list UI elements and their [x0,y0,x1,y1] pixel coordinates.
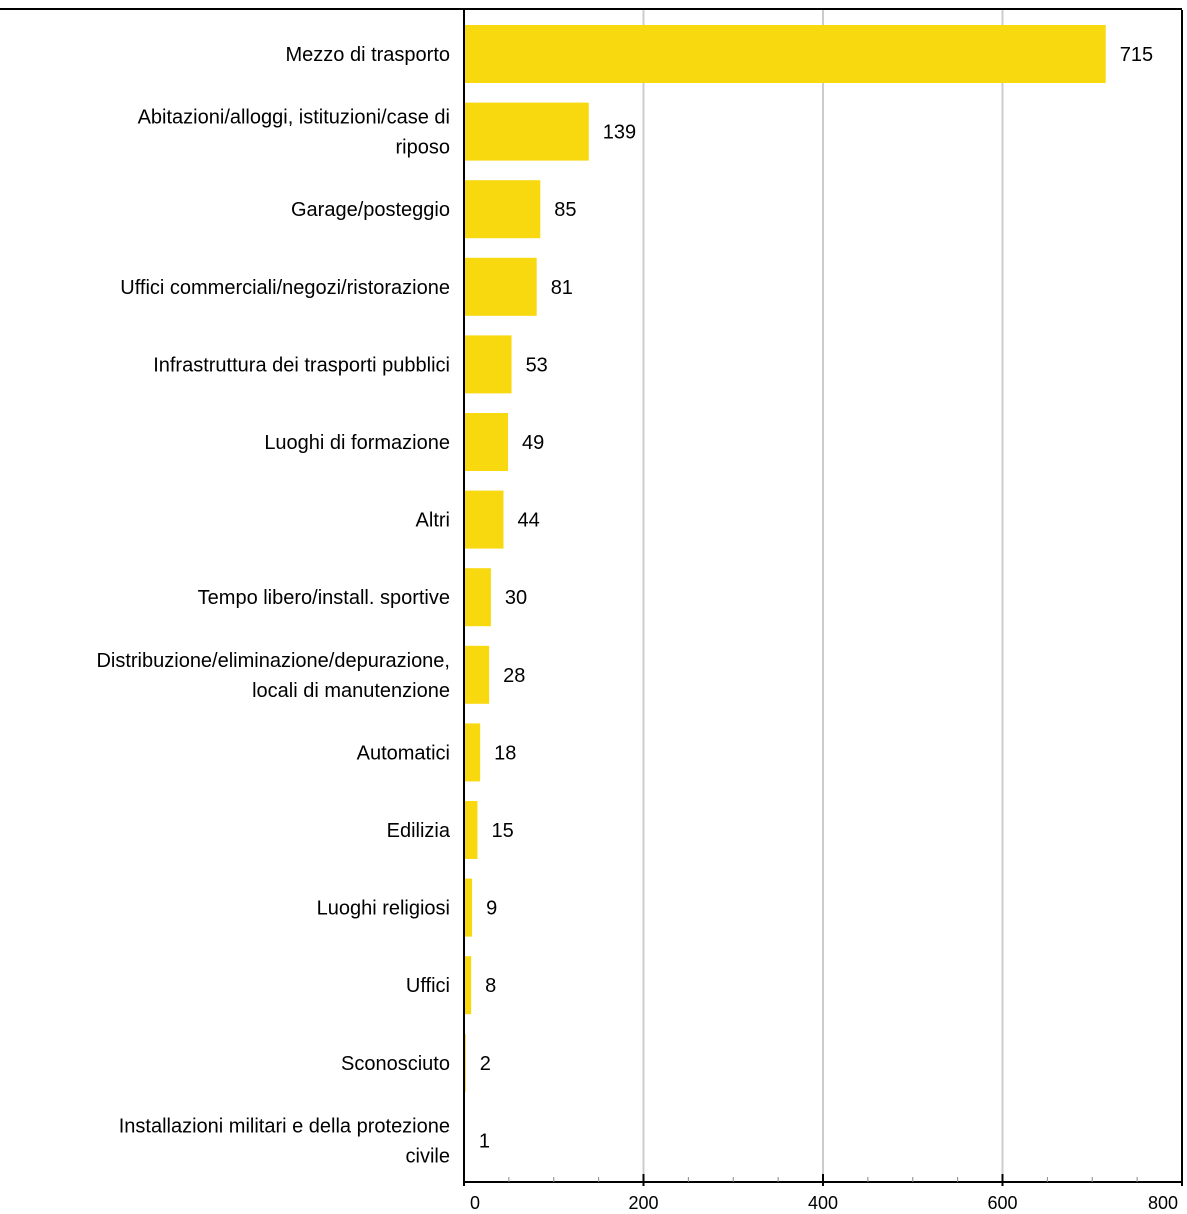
value-label-13: 2 [480,1053,491,1075]
bar-6 [464,490,504,549]
value-label-6: 44 [517,510,539,532]
axes: 0 200 400 600 800 [463,10,1183,1213]
bar-2 [464,180,541,239]
category-label-line: Installazioni militari e della protezion… [119,1115,450,1137]
value-label-7: 30 [505,587,527,609]
category-label-4: Infrastruttura dei trasporti pubblici [153,354,450,376]
category-label-line: Abitazioni/alloggi, istituzioni/case di [138,107,450,129]
value-label-14: 1 [479,1130,490,1152]
category-label-9: Automatici [357,742,450,764]
category-label-line: Automatici [357,742,450,764]
category-label-line: Altri [416,510,450,532]
bar-8 [464,645,490,704]
category-label-line: civile [406,1145,450,1167]
gridlines [642,10,1004,1182]
category-label-line: Infrastruttura dei trasporti pubblici [153,354,450,376]
bar-12 [464,956,472,1015]
value-label-1: 139 [603,122,636,144]
value-label-12: 8 [485,975,496,997]
category-label-line: Garage/posteggio [291,199,450,221]
category-label-line: Luoghi religiosi [317,898,450,920]
category-label-2: Garage/posteggio [291,199,450,221]
category-label-line: locali di manutenzione [252,680,450,702]
tick-label-800: 800 [1148,1193,1178,1213]
category-label-14: Installazioni militari e della protezion… [119,1115,450,1167]
tick-label-400: 400 [808,1193,838,1213]
category-label-line: Tempo libero/install. sportive [198,587,450,609]
value-label-3: 81 [551,277,573,299]
bar-7 [464,568,491,627]
category-label-line: riposo [396,137,450,159]
value-label-5: 49 [522,432,544,454]
category-label-line: Mezzo di trasporto [285,44,450,66]
value-label-8: 28 [503,665,525,687]
bar-1 [464,102,589,161]
category-label-13: Sconosciuto [341,1053,450,1075]
category-label-1: Abitazioni/alloggi, istituzioni/case di r… [138,107,450,159]
value-label-4: 53 [526,354,548,376]
bar-9 [464,723,481,782]
bar-4 [464,335,512,394]
tick-label-600: 600 [987,1193,1017,1213]
category-label-0: Mezzo di trasporto [285,44,450,66]
category-label-line: Edilizia [387,820,451,842]
category-label-line: Sconosciuto [341,1053,450,1075]
value-label-2: 85 [554,199,576,221]
category-label-6: Altri [416,510,450,532]
category-label-line: Luoghi di formazione [264,432,450,454]
category-label-8: Distribuzione/eliminazione/depurazione, l… [96,650,450,702]
value-label-0: 715 [1120,44,1153,66]
category-label-7: Tempo libero/install. sportive [198,587,450,609]
category-label-12: Uffici [406,975,450,997]
value-label-10: 15 [491,820,513,842]
category-label-line: Distribuzione/eliminazione/depurazione, [96,650,450,672]
bar-11 [464,878,473,937]
bar-5 [464,413,508,471]
category-labels: Mezzo di trasporto Abitazioni/alloggi, is… [96,44,450,1167]
bar-10 [464,801,478,859]
value-labels: 715 139 85 81 53 49 44 30 28 18 15 9 8 2 1 [479,44,1153,1152]
category-label-5: Luoghi di formazione [264,432,450,454]
value-label-11: 9 [486,898,497,920]
tick-label-200: 200 [628,1193,658,1213]
category-label-10: Edilizia [387,820,451,842]
tick-label-0: 0 [470,1193,480,1213]
category-label-line: Uffici commerciali/negozi/ristorazione [120,277,450,299]
bar-0 [464,25,1106,83]
category-label-11: Luoghi religiosi [317,898,450,920]
value-label-9: 18 [494,742,516,764]
category-label-3: Uffici commerciali/negozi/ristorazione [120,277,450,299]
bar-3 [464,257,537,316]
bars [464,25,1106,1170]
category-label-line: Uffici [406,975,450,997]
